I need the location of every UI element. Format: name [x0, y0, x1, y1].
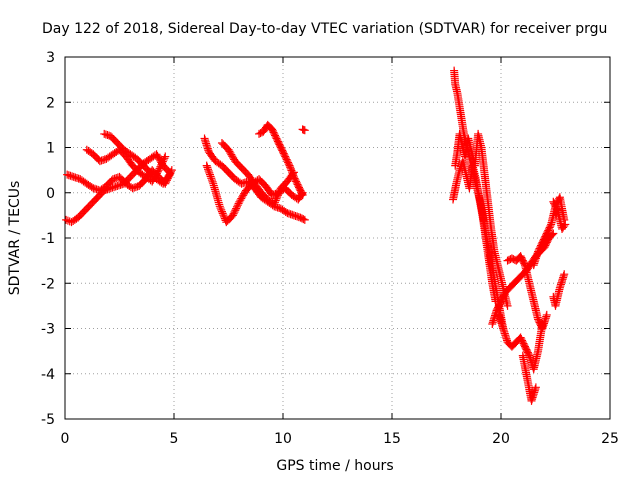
y-tick-label: 2 [46, 95, 55, 111]
data-point [154, 166, 163, 175]
data-point [234, 199, 243, 208]
data-point [300, 215, 309, 224]
data-point [215, 202, 224, 211]
data-point [275, 187, 284, 196]
data-point [167, 166, 176, 175]
data-point [503, 301, 512, 310]
data-point [156, 162, 165, 171]
data-point [164, 172, 173, 181]
data-point [271, 198, 280, 207]
data-point [273, 191, 282, 200]
data-point [218, 209, 227, 218]
y-tick-label: -2 [41, 276, 55, 292]
data-point [233, 201, 242, 210]
y-tick-label: -3 [41, 322, 55, 338]
data-point [157, 161, 166, 170]
data-point [220, 212, 229, 221]
data-point [298, 191, 307, 200]
data-point [281, 207, 290, 216]
data-point [274, 189, 283, 198]
data-point [455, 166, 464, 175]
data-point [232, 202, 241, 211]
y-tick-label: -1 [41, 231, 55, 247]
data-point [270, 200, 279, 209]
data-point [158, 157, 167, 166]
y-tick-label: 1 [46, 141, 55, 157]
data-point [206, 172, 215, 181]
data-point [231, 206, 240, 215]
data-point [217, 207, 226, 216]
data-point [158, 159, 167, 168]
data-point [272, 194, 281, 203]
data-point [217, 205, 226, 214]
x-tick-label: 5 [170, 431, 179, 447]
x-axis-label: GPS time / hours [276, 458, 393, 474]
data-point [546, 221, 555, 230]
data-point [271, 196, 280, 205]
data-point [160, 154, 169, 163]
data-point [161, 152, 170, 161]
data-point [216, 204, 225, 213]
data-point [205, 168, 214, 177]
chart-title: Day 122 of 2018, Sidereal Day-to-day VTE… [42, 21, 607, 37]
data-point [202, 161, 211, 170]
data-point [153, 167, 162, 176]
data-point [207, 176, 216, 185]
y-tick-label: 0 [46, 186, 55, 202]
data-point [87, 183, 96, 192]
data-points [62, 66, 570, 405]
data-point [203, 163, 212, 172]
y-tick-label: 3 [46, 50, 55, 66]
data-point [552, 205, 561, 214]
data-point [230, 207, 239, 216]
data-point [205, 170, 214, 179]
data-point [538, 319, 547, 328]
x-tick-label: 10 [274, 431, 292, 447]
data-point [273, 193, 282, 202]
data-point [232, 204, 241, 213]
x-tick-label: 25 [601, 431, 619, 447]
axis-ticks: 0 5 10 15 20 25 -5 -4 -3 -2 -1 0 1 2 3 [41, 50, 619, 447]
data-point [299, 215, 308, 224]
data-point [159, 155, 168, 164]
data-point [155, 164, 164, 173]
x-tick-label: 0 [61, 431, 70, 447]
data-point [229, 209, 238, 218]
data-point [204, 167, 213, 176]
y-tick-label: -5 [41, 412, 55, 428]
grid [65, 57, 610, 419]
data-point [542, 310, 551, 319]
y-tick-label: -4 [41, 367, 55, 383]
data-point [560, 221, 569, 230]
data-point [300, 126, 309, 135]
data-point [228, 211, 237, 220]
data-point [208, 177, 217, 186]
data-point [204, 165, 213, 174]
data-point [560, 270, 569, 279]
data-point [207, 174, 216, 183]
x-tick-label: 20 [492, 431, 510, 447]
x-tick-label: 15 [383, 431, 401, 447]
data-point [165, 170, 174, 179]
y-axis-label: SDTVAR / TECUs [7, 181, 23, 296]
data-point [531, 383, 540, 392]
data-point [62, 215, 71, 224]
data-point [219, 211, 228, 220]
data-point [297, 189, 306, 198]
data-point [520, 259, 529, 268]
data-point [561, 220, 570, 229]
